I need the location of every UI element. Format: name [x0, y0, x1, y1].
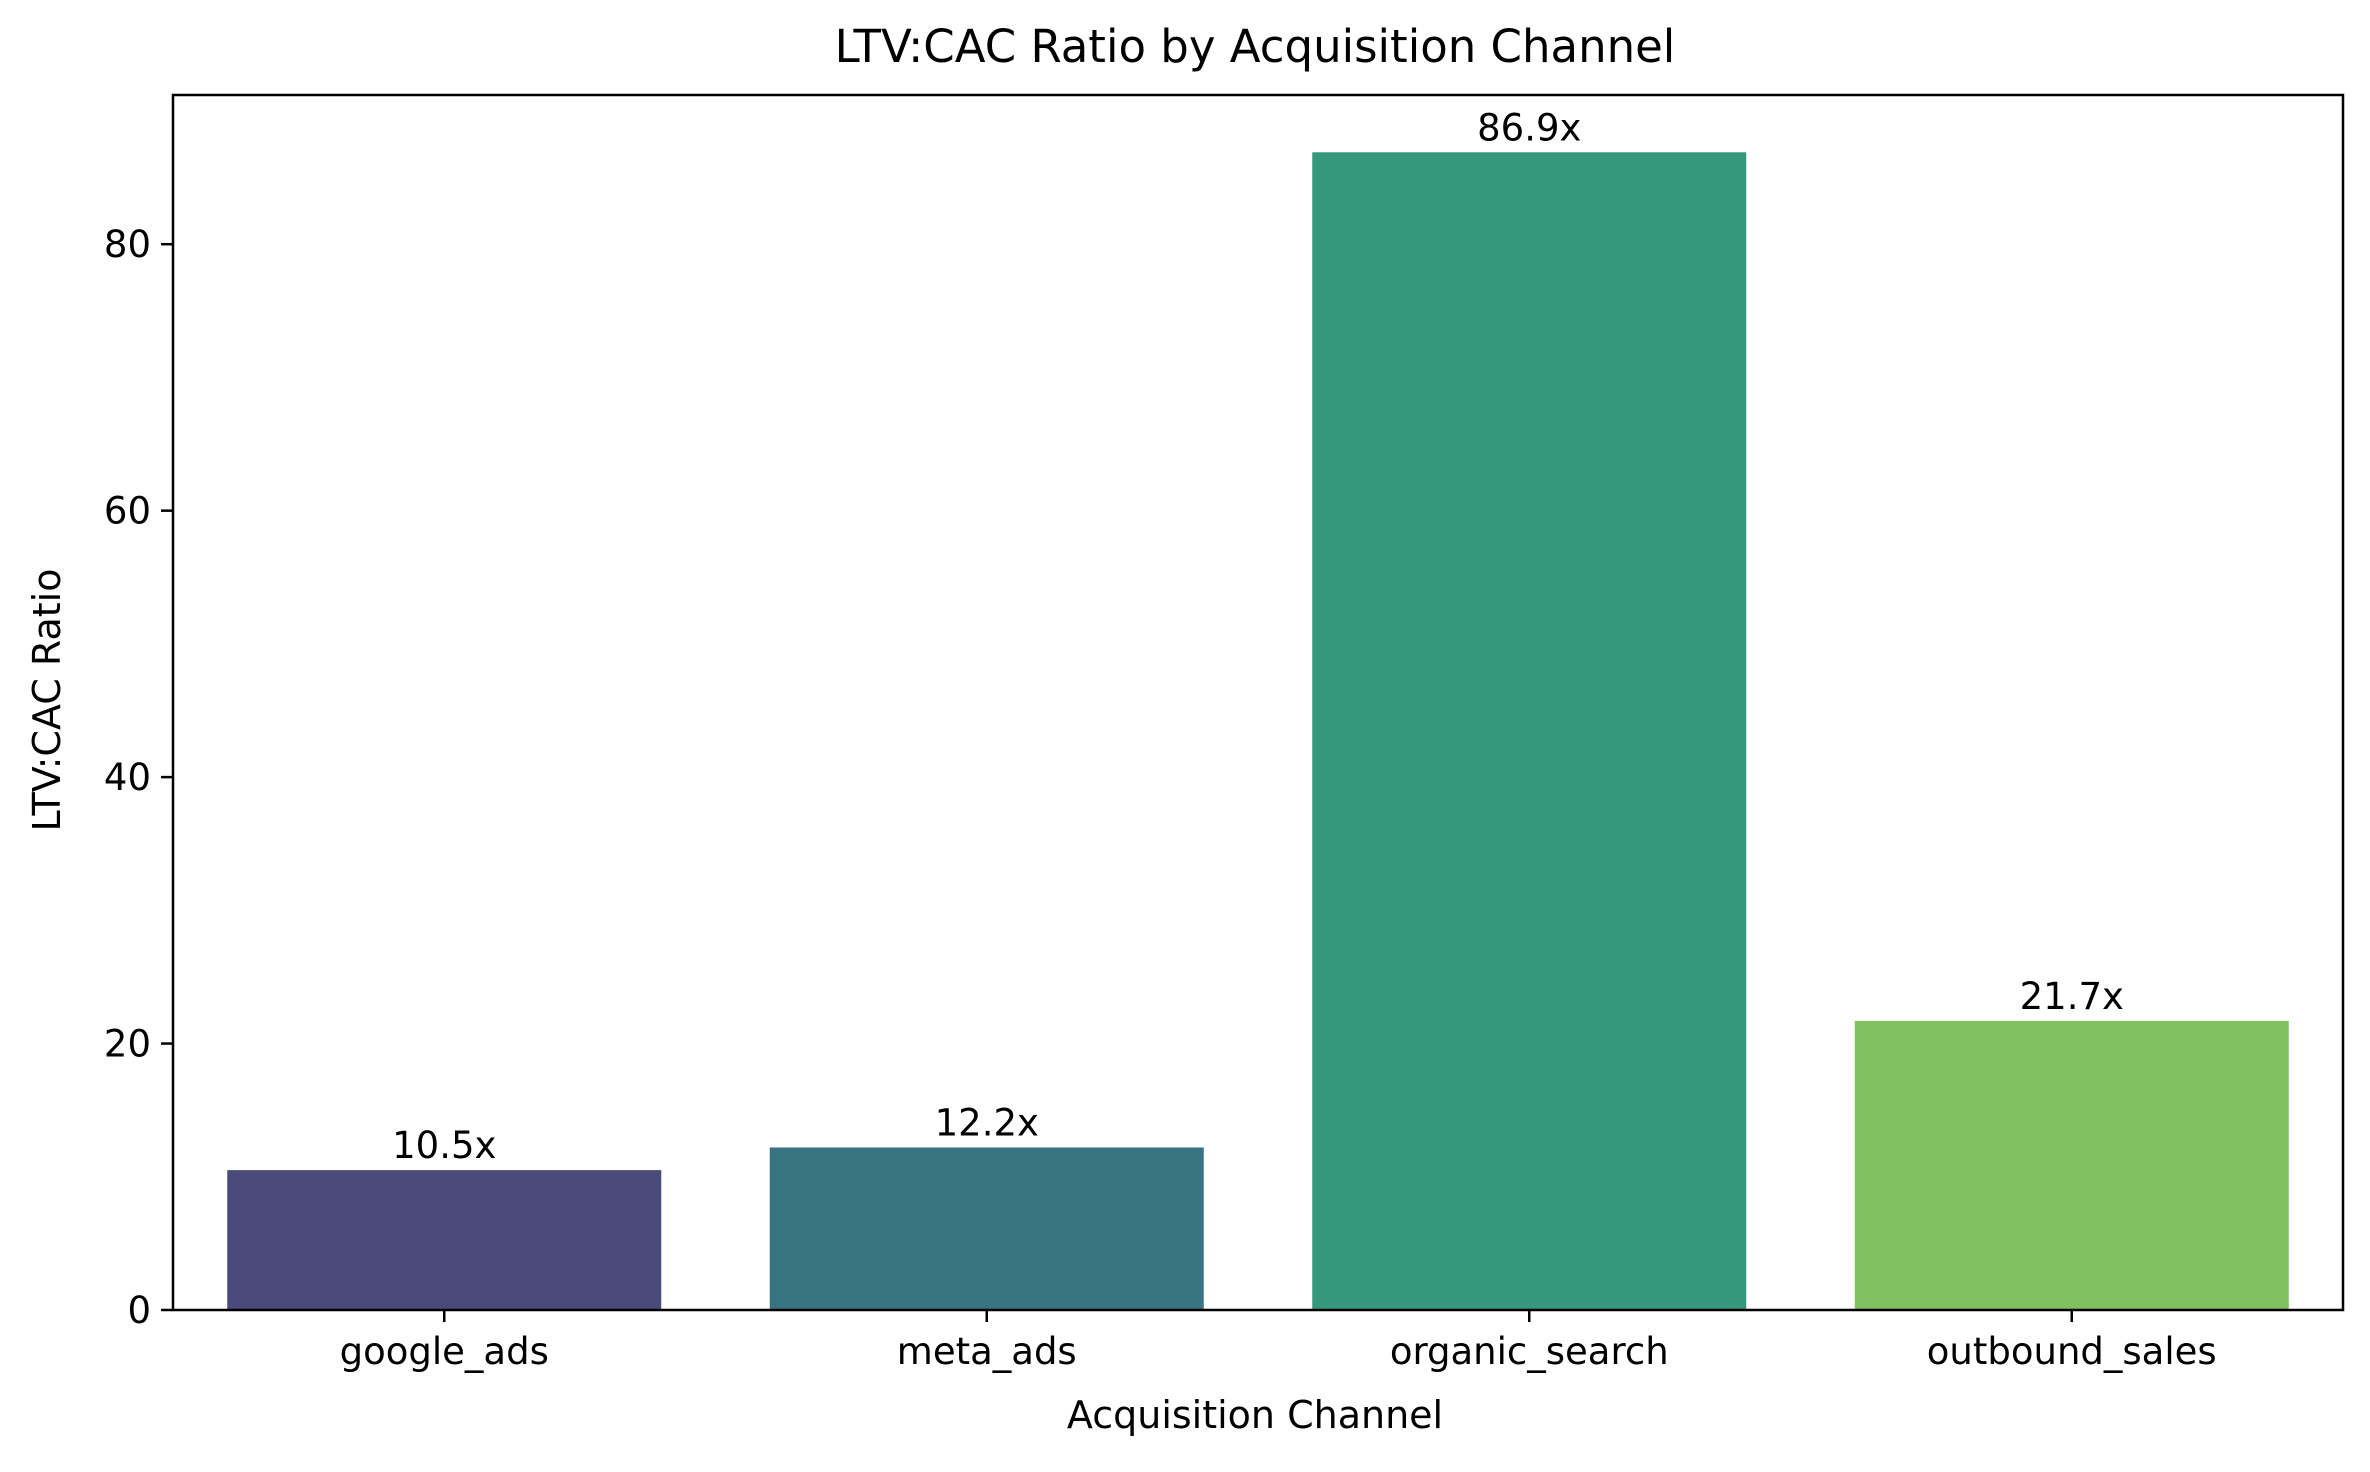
- y-axis-label: LTV:CAC Ratio: [25, 569, 69, 832]
- bar-organic-search: [1312, 152, 1747, 1311]
- x-tick-label: google_ads: [340, 1330, 549, 1373]
- y-tick-label: 0: [127, 1289, 151, 1332]
- x-axis-ticks: google_ads meta_ads organic_search outbound…: [340, 1310, 2217, 1373]
- y-tick-label: 40: [104, 756, 151, 799]
- bar-google-ads: [227, 1170, 662, 1310]
- bars-layer: 10.5x 12.2x 86.9x 21.7x: [227, 106, 2289, 1311]
- x-axis-label: Acquisition Channel: [1067, 1393, 1443, 1437]
- bar-outbound-sales: [1854, 1020, 2289, 1310]
- x-tick-label: organic_search: [1390, 1330, 1669, 1373]
- bar-value-label: 86.9x: [1477, 106, 1581, 149]
- x-tick-label: outbound_sales: [1927, 1330, 2217, 1373]
- bar-value-label: 10.5x: [392, 1124, 496, 1167]
- y-tick-label: 60: [104, 490, 151, 533]
- chart-title: LTV:CAC Ratio by Acquisition Channel: [835, 20, 1676, 73]
- y-axis-ticks: 0 20 40 60 80: [104, 223, 173, 1332]
- bar-value-label: 12.2x: [935, 1101, 1039, 1144]
- bar-value-label: 21.7x: [2020, 975, 2124, 1018]
- y-tick-label: 20: [104, 1023, 151, 1066]
- bar-meta-ads: [769, 1147, 1204, 1310]
- x-tick-label: meta_ads: [897, 1330, 1077, 1373]
- plot-frame: [171, 93, 2345, 1312]
- y-tick-label: 80: [104, 223, 151, 266]
